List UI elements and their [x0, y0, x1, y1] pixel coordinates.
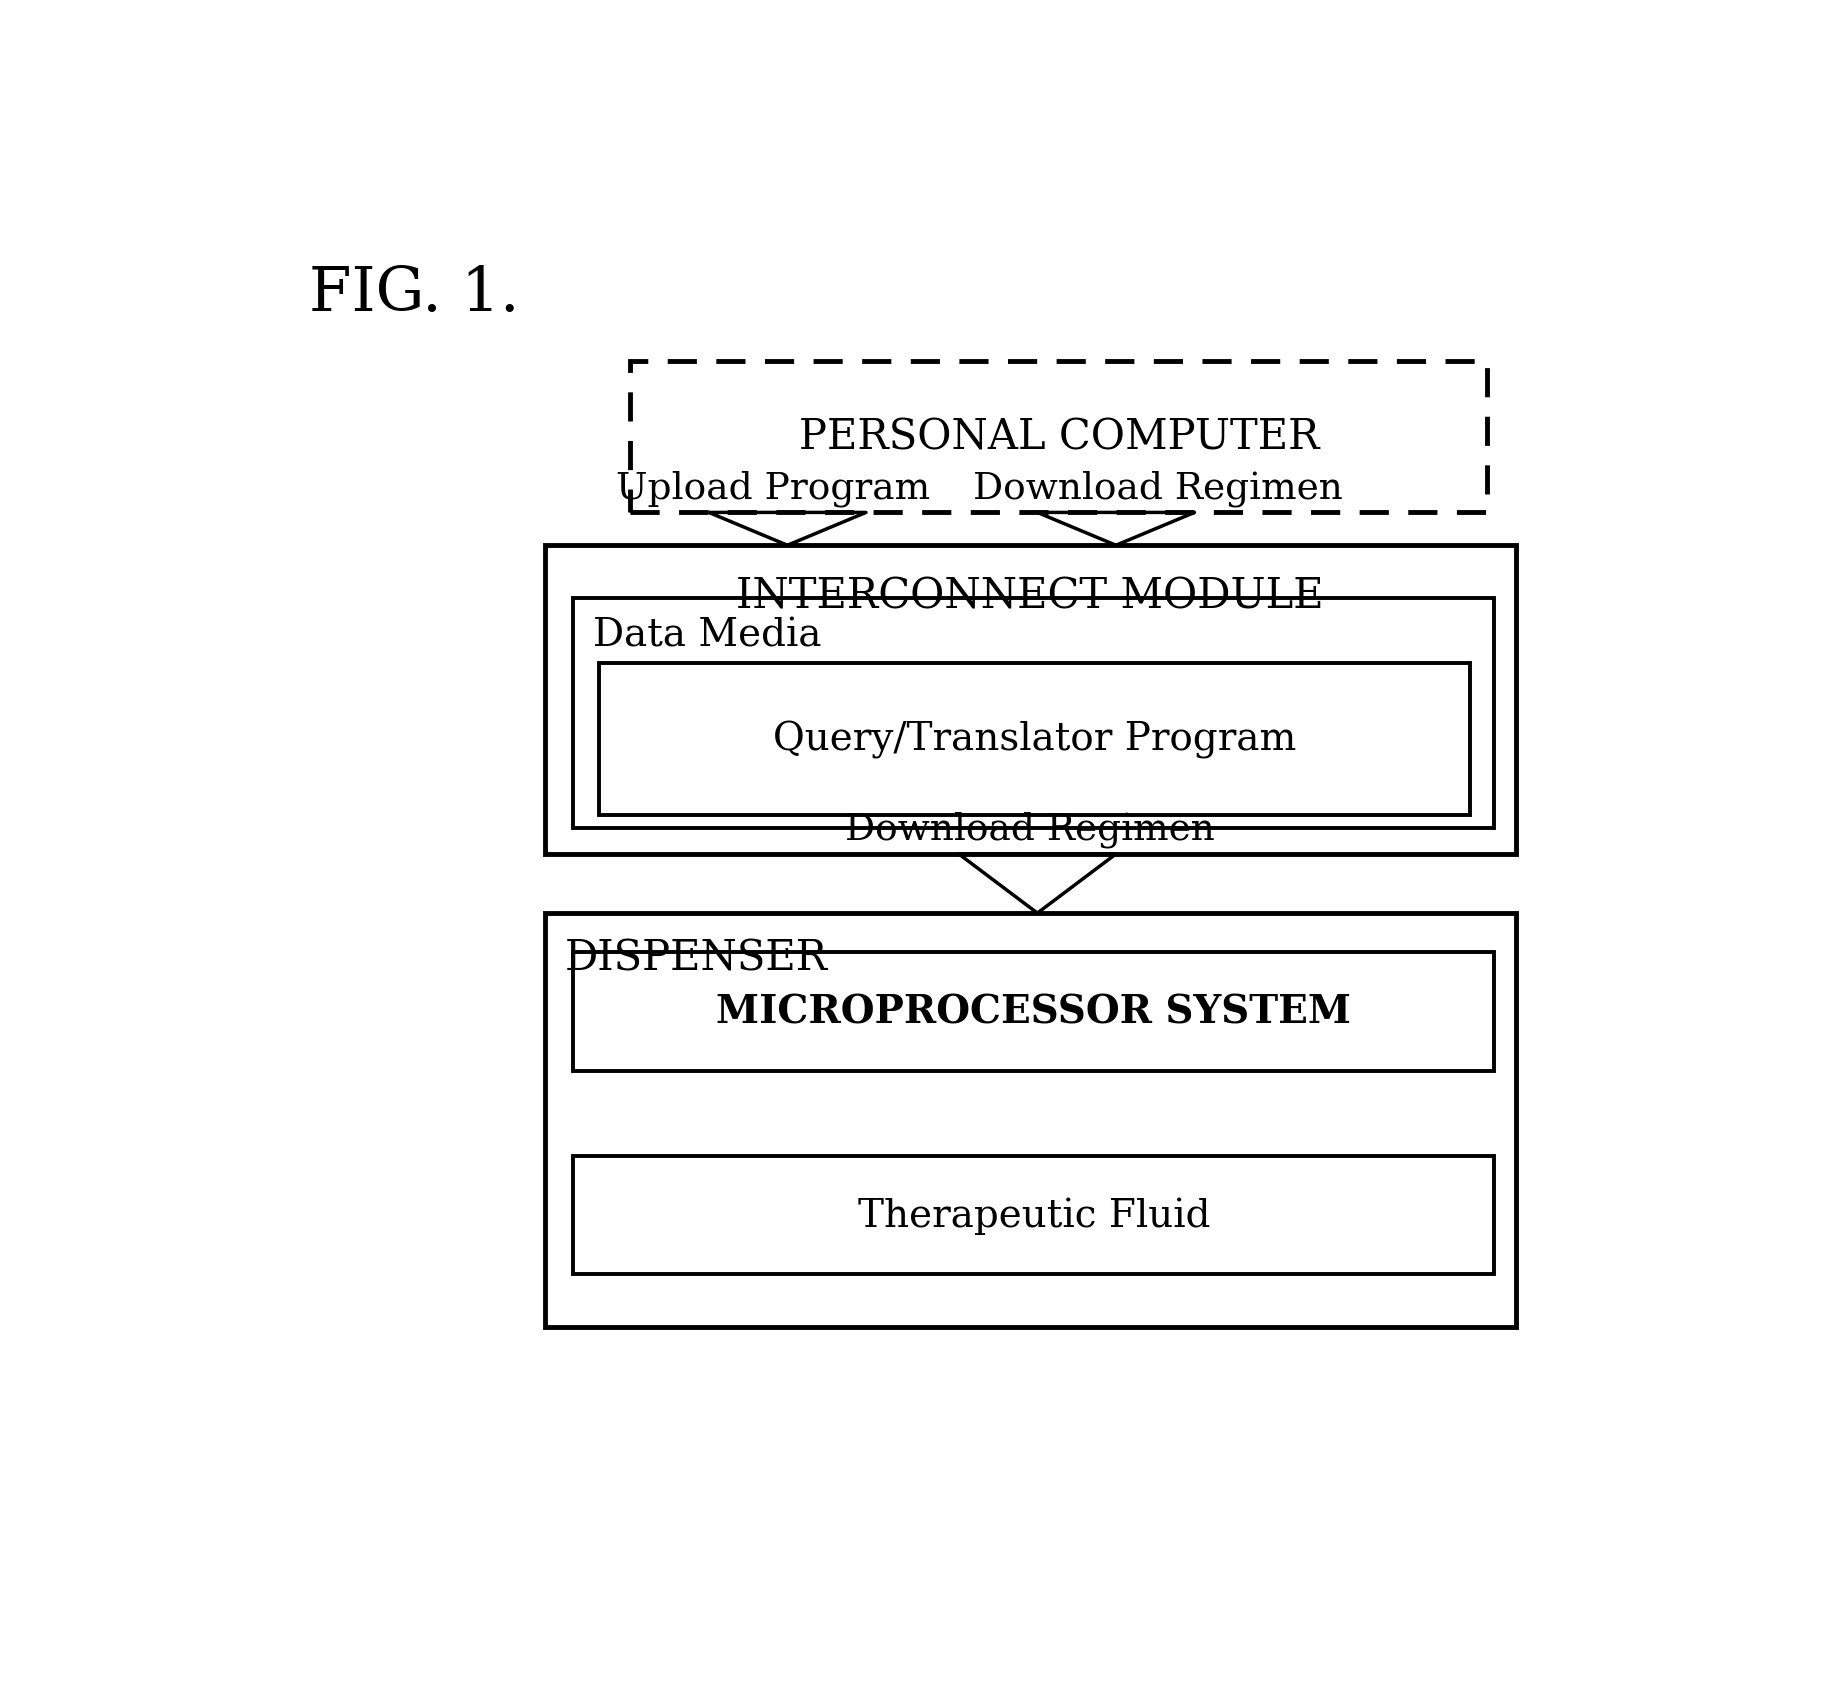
Bar — [573, 953, 1495, 1071]
Text: Therapeutic Fluid: Therapeutic Fluid — [857, 1197, 1211, 1234]
Bar — [599, 663, 1471, 815]
Text: Query/Translator Program: Query/Translator Program — [772, 721, 1296, 759]
Text: Data Media: Data Media — [593, 617, 822, 653]
Bar — [573, 1156, 1495, 1275]
Text: MICROPROCESSOR SYSTEM: MICROPROCESSOR SYSTEM — [717, 992, 1351, 1032]
Bar — [546, 546, 1517, 854]
Text: PERSONAL COMPUTER: PERSONAL COMPUTER — [798, 416, 1320, 459]
Bar — [630, 361, 1487, 513]
Text: Upload Program: Upload Program — [616, 471, 931, 506]
Text: DISPENSER: DISPENSER — [564, 938, 828, 979]
Bar — [573, 598, 1495, 829]
Text: FIG. 1.: FIG. 1. — [310, 264, 520, 324]
Text: Download Regimen: Download Regimen — [973, 471, 1344, 506]
Text: INTERCONNECT MODULE: INTERCONNECT MODULE — [737, 575, 1323, 617]
Bar — [546, 914, 1517, 1326]
Text: Download Regimen: Download Regimen — [844, 812, 1215, 847]
